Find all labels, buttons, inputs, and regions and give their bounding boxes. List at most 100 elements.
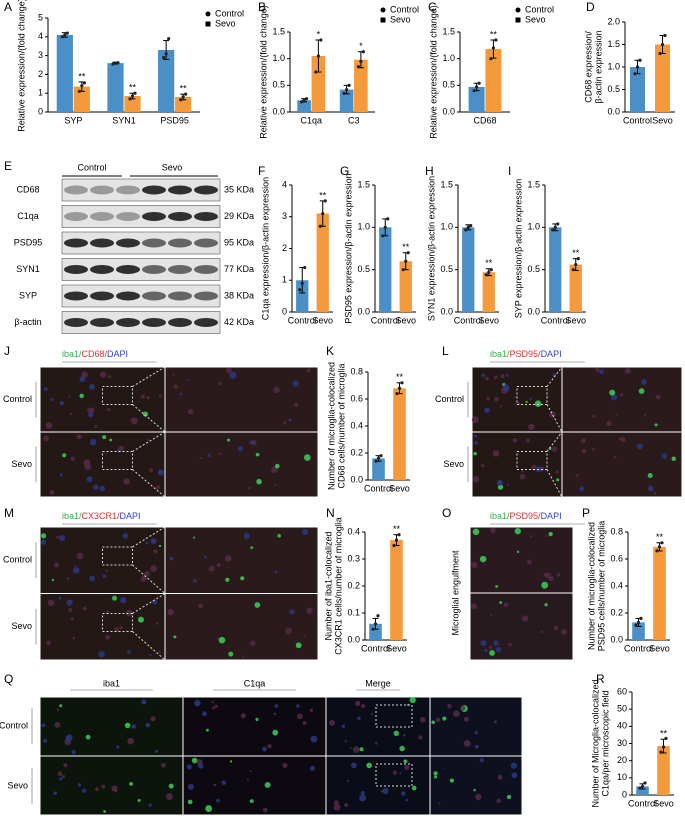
cell	[540, 630, 543, 634]
cell	[79, 393, 84, 399]
data-point	[639, 616, 643, 621]
cell	[130, 417, 138, 425]
cell	[474, 744, 479, 749]
data-point	[82, 81, 86, 85]
data-point	[356, 65, 360, 69]
row-label: Control	[435, 394, 464, 404]
cell	[99, 485, 106, 492]
cell	[453, 710, 460, 717]
cell	[165, 793, 173, 801]
band-name: PSD95	[14, 237, 43, 247]
data-point	[556, 222, 560, 226]
y-axis-label: C1qa expression/β-actin expression	[260, 177, 270, 320]
cell	[65, 734, 73, 741]
cell	[125, 609, 133, 617]
cell	[172, 373, 175, 376]
cell	[216, 798, 220, 803]
data-point	[374, 459, 378, 463]
y-tick-label: 1.0	[357, 222, 370, 232]
cell	[528, 423, 535, 430]
data-point	[386, 217, 390, 221]
y-tick-label: 0.5	[272, 80, 285, 90]
cell	[514, 396, 517, 399]
blot-band	[90, 265, 114, 274]
cell	[500, 373, 505, 379]
cell	[654, 423, 658, 427]
cell	[409, 697, 416, 704]
blot-strip	[61, 205, 221, 228]
cell	[273, 712, 277, 716]
cell	[303, 454, 311, 461]
data-point	[397, 386, 402, 390]
blot-band	[142, 291, 166, 301]
data-point	[489, 57, 493, 61]
cell	[255, 452, 260, 457]
data-point	[111, 62, 115, 66]
data-point	[323, 199, 327, 203]
panel-letter: H	[425, 164, 434, 178]
data-point	[379, 454, 383, 458]
y-tick-label: 30	[617, 738, 627, 748]
panel-letter: G	[340, 164, 349, 178]
column-label: C1qa	[244, 678, 266, 688]
cell	[94, 424, 98, 428]
y-tick-label: 2	[282, 243, 287, 253]
y-tick-label: 0.0	[272, 106, 285, 116]
cell	[43, 387, 48, 391]
data-point	[551, 228, 555, 232]
cell	[146, 396, 150, 400]
blot-band	[168, 212, 192, 221]
cell	[543, 573, 547, 577]
legend-marker	[515, 7, 521, 13]
band-name: SYN1	[16, 264, 40, 274]
cell	[111, 595, 118, 601]
y-tick-label: 5	[38, 12, 43, 22]
cell	[262, 746, 267, 752]
cell	[155, 621, 159, 625]
blot-band	[116, 185, 140, 195]
y-tick-label: 0.2	[350, 447, 363, 457]
y-axis-label: PSD95 cells/number of microglia	[596, 521, 606, 652]
y-tick-label: 4	[282, 179, 287, 189]
blot-band	[116, 318, 140, 327]
cell	[169, 556, 174, 561]
data-point	[640, 784, 645, 789]
cell	[205, 805, 213, 812]
y-tick-label: 1.0	[442, 53, 455, 63]
cell	[492, 450, 500, 457]
bar	[372, 458, 385, 480]
cell	[274, 484, 277, 487]
y-axis-label: SYP expression/β-actin expression	[513, 179, 523, 319]
bar	[297, 100, 311, 112]
significance-label: **	[319, 190, 327, 200]
cell	[237, 445, 243, 452]
data-point	[397, 533, 401, 537]
blot-band	[90, 185, 114, 195]
data-point	[660, 541, 664, 545]
data-point	[484, 273, 488, 277]
row-label: Sevo	[11, 459, 32, 469]
blot-band	[116, 238, 140, 248]
data-point	[663, 33, 667, 38]
cell	[471, 416, 479, 424]
panel-letter: J	[4, 344, 10, 358]
data-point	[661, 745, 666, 749]
y-tick-label: 1.5	[272, 26, 285, 36]
blot-band	[168, 265, 192, 274]
cell	[473, 788, 476, 792]
data-point	[469, 224, 473, 228]
data-point	[466, 225, 470, 229]
cell	[156, 485, 161, 490]
cell	[150, 565, 158, 572]
legend-marker	[380, 17, 386, 23]
significance-label: *	[359, 41, 363, 51]
cell	[246, 778, 249, 781]
cell	[548, 576, 554, 581]
cell	[249, 770, 252, 773]
cell	[264, 781, 271, 788]
zoom-line	[132, 404, 166, 433]
panel-letter: P	[582, 506, 590, 520]
band-size: 42 KDa	[224, 317, 254, 327]
y-tick-label: 1.0	[607, 61, 620, 71]
data-point	[314, 70, 318, 74]
